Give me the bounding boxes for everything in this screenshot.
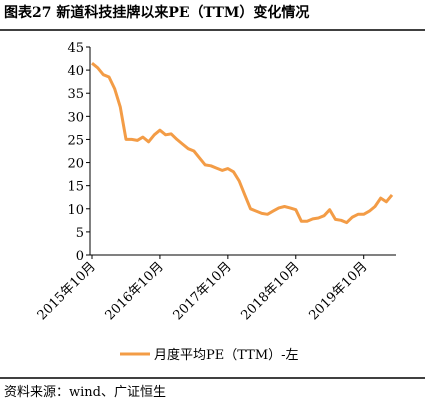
y-tick-label: 25 xyxy=(67,133,84,148)
y-tick-label: 5 xyxy=(76,226,84,241)
y-tick-label: 15 xyxy=(67,180,84,195)
x-tick-label: 2019年10月 xyxy=(306,259,370,323)
legend-label: 月度平均PE（TTM）-左 xyxy=(154,347,299,363)
y-tick-label: 35 xyxy=(67,87,84,102)
series-line xyxy=(91,62,394,225)
x-tick-label: 2017年10月 xyxy=(171,259,235,323)
x-tick-label: 2015年10月 xyxy=(35,259,99,323)
chart-title: 图表27 新道科技挂牌以来PE（TTM）变化情况 xyxy=(4,4,309,21)
x-tick-label: 2018年10月 xyxy=(239,259,303,323)
y-tick-label: 30 xyxy=(67,110,84,125)
x-tick-label: 2016年10月 xyxy=(103,259,167,323)
y-tick-label: 20 xyxy=(67,157,84,172)
y-tick-label: 45 xyxy=(67,41,84,56)
y-tick-label: 0 xyxy=(76,249,84,264)
source: 资料来源：wind、广证恒生 xyxy=(4,385,166,400)
y-tick-label: 40 xyxy=(67,64,84,79)
y-tick-label: 10 xyxy=(67,203,84,218)
